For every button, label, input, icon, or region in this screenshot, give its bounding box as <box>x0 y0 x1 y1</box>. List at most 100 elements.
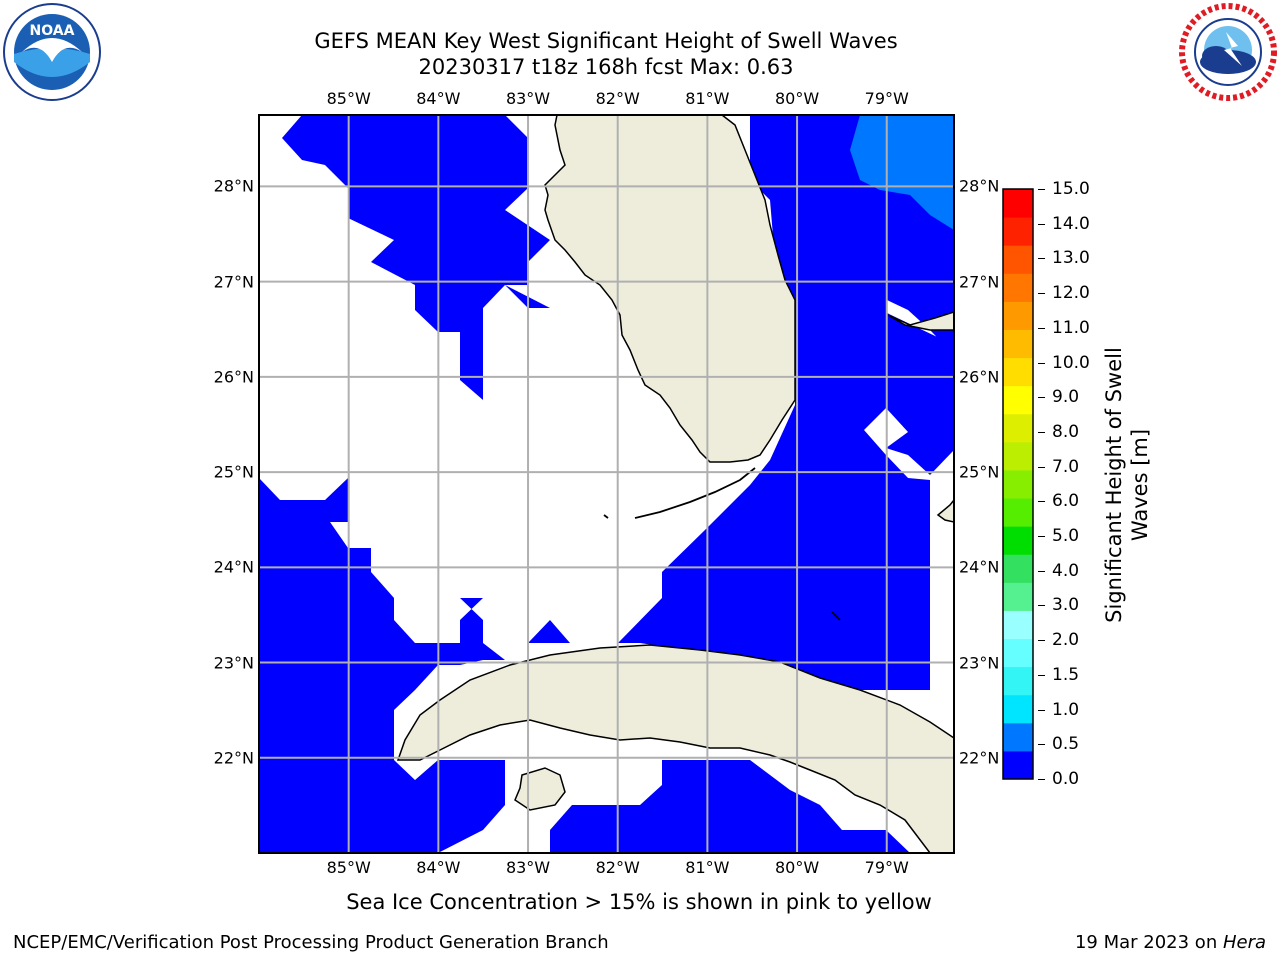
lon-label-top: 84°W <box>416 89 461 108</box>
colorbar-tick-mark <box>1038 223 1045 225</box>
colorbar-tick-mark <box>1038 362 1045 364</box>
lat-label-left: 28°N <box>213 176 254 196</box>
florida-keys <box>634 467 756 519</box>
colorbar-tick-mark <box>1038 674 1045 676</box>
colorbar <box>1002 188 1034 780</box>
colorbar-segment <box>1003 273 1033 302</box>
colorbar-segment <box>1003 357 1033 387</box>
colorbar-tick: 10.0 <box>1052 352 1090 373</box>
lat-label-right: 26°N <box>959 367 1000 387</box>
colorbar-tick: 15.0 <box>1052 179 1090 199</box>
colorbar-tick-mark <box>1038 189 1045 190</box>
footer-date-text: 19 Mar 2023 on <box>1074 932 1223 953</box>
colorbar-tick: 3.0 <box>1052 595 1080 616</box>
colorbar-tick-mark <box>1038 293 1045 295</box>
colorbar-segment <box>1003 722 1033 752</box>
lon-label-top: 80°W <box>774 89 820 108</box>
nws-logo <box>1178 2 1278 102</box>
colorbar-tick-mark <box>1038 744 1045 746</box>
colorbar-segment <box>1003 694 1033 724</box>
colorbar-segment <box>1003 189 1033 218</box>
colorbar-tick-mark <box>1038 258 1045 260</box>
colorbar-frame <box>1002 188 1034 780</box>
colorbar-tick-mark <box>1038 501 1045 503</box>
colorbar-tick: 2.0 <box>1052 630 1080 651</box>
colorbar-tick: 7.0 <box>1052 456 1080 477</box>
colorbar-tick-mark <box>1038 466 1045 468</box>
colorbar-tick: 14.0 <box>1052 213 1090 234</box>
land-cuba <box>396 644 954 853</box>
colorbar-segment <box>1003 245 1033 274</box>
colorbar-tick-mark <box>1038 779 1045 780</box>
colorbar-segment <box>1003 638 1033 668</box>
lat-label-left: 27°N <box>213 272 254 292</box>
lat-label-left: 22°N <box>213 748 254 768</box>
colorbar-tick-mark <box>1038 605 1045 607</box>
colorbar-segment <box>1003 610 1033 640</box>
colorbar-segment <box>1003 217 1033 246</box>
lat-label-right: 28°N <box>959 176 1000 196</box>
lon-label-bottom: 84°W <box>416 858 461 877</box>
swell-region-atlantic <box>618 115 954 690</box>
sea-ice-note: Sea Ice Concentration > 15% is shown in … <box>346 890 932 914</box>
cay-sal <box>831 611 841 621</box>
colorbar-segment <box>1003 526 1033 555</box>
colorbar-tick: 5.0 <box>1052 526 1080 547</box>
lon-label-top: 82°W <box>595 89 640 108</box>
lat-label-right: 22°N <box>959 748 1000 768</box>
colorbar-tick-mark <box>1038 570 1045 572</box>
colorbar-tick-mark <box>1038 640 1045 642</box>
swell-region-mid <box>850 115 954 230</box>
colorbar-segment <box>1003 666 1033 696</box>
colorbar-tick-mark <box>1038 431 1045 433</box>
land-florida <box>544 115 796 463</box>
land-bahamas <box>887 311 954 331</box>
colorbar-segment <box>1003 385 1033 415</box>
lat-label-left: 23°N <box>213 653 254 673</box>
lat-label-right: 24°N <box>959 557 1000 577</box>
chart-title: GEFS MEAN Key West Significant Height of… <box>314 29 898 53</box>
colorbar-tick: 9.0 <box>1052 387 1080 408</box>
lat-label-right: 27°N <box>959 272 1000 292</box>
colorbar-segment <box>1003 469 1033 499</box>
colorbar-tick: 12.0 <box>1052 283 1090 304</box>
colorbar-tick-mark <box>1038 536 1045 538</box>
colorbar-segment <box>1003 301 1033 330</box>
lat-label-right: 23°N <box>959 653 1000 673</box>
colorbar-tick: 0.0 <box>1052 769 1080 789</box>
colorbar-tick-mark <box>1038 327 1045 329</box>
land-andros <box>936 498 954 523</box>
chart-subtitle: 20230317 t18z 168h fcst Max: 0.63 <box>418 55 794 79</box>
lon-label-bottom: 85°W <box>326 858 371 877</box>
lon-label-bottom: 81°W <box>685 858 730 877</box>
lon-label-bottom: 82°W <box>595 858 640 877</box>
colorbar-label: Significant Height of Swell Waves [m] <box>1102 347 1152 623</box>
lon-label-bottom: 80°W <box>774 858 820 877</box>
colorbar-tick: 1.5 <box>1052 664 1080 685</box>
colorbar-tick: 0.5 <box>1052 734 1080 755</box>
lat-label-left: 24°N <box>213 557 254 577</box>
colorbar-segment <box>1003 413 1033 443</box>
colorbar-segment <box>1003 498 1033 527</box>
lon-label-top: 85°W <box>326 89 371 108</box>
noaa-logo: NOAA <box>2 2 102 102</box>
footer-host: Hera <box>1222 932 1266 953</box>
colorbar-segment <box>1003 441 1033 471</box>
lat-label-left: 25°N <box>213 462 254 482</box>
swell-region-south <box>550 760 910 853</box>
map-frame <box>258 114 955 854</box>
colorbar-tick: 8.0 <box>1052 421 1080 442</box>
lon-label-top: 81°W <box>685 89 730 108</box>
colorbar-segment <box>1003 554 1033 583</box>
colorbar-tick: 11.0 <box>1052 317 1090 338</box>
lon-label-bottom: 83°W <box>505 858 551 877</box>
footer-producer: NCEP/EMC/Verification Post Processing Pr… <box>13 932 609 953</box>
colorbar-segment <box>1003 582 1033 611</box>
lon-label-top: 79°W <box>864 89 909 108</box>
footer-date: 19 Mar 2023 on Hera <box>1075 932 1266 953</box>
lat-label-right: 25°N <box>959 462 1000 482</box>
lon-label-top: 83°W <box>505 89 551 108</box>
colorbar-segment <box>1003 750 1033 780</box>
noaa-logo-text: NOAA <box>30 23 75 39</box>
